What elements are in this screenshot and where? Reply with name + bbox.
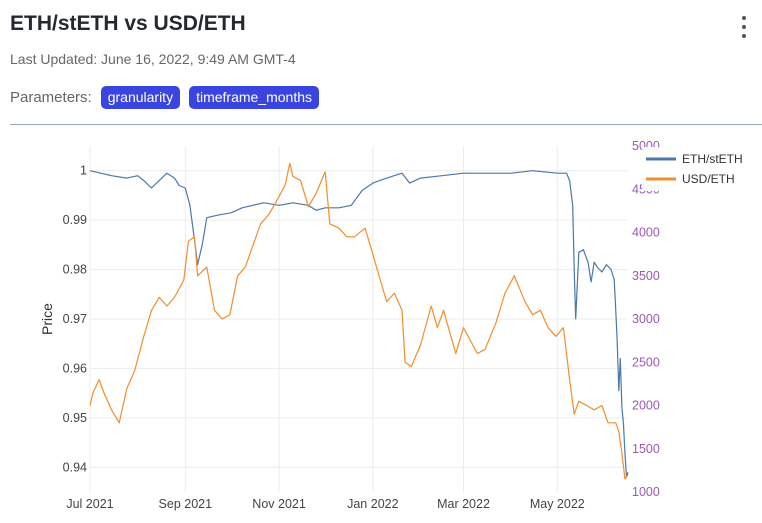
param-chip-granularity[interactable]: granularity xyxy=(100,86,181,109)
last-updated-text: Last Updated: June 16, 2022, 9:49 AM GMT… xyxy=(10,51,296,67)
kebab-menu-icon[interactable] xyxy=(736,14,752,40)
y2-tick-label: 4000 xyxy=(632,226,660,240)
chart-grid xyxy=(89,146,628,492)
y-axis-title: Price xyxy=(39,303,55,335)
y-tick-label: 1 xyxy=(80,164,87,178)
series-line-eth-steth xyxy=(89,170,629,478)
y-tick-label: 0.98 xyxy=(63,263,87,277)
series-line-usd-eth xyxy=(89,162,629,480)
legend-background xyxy=(642,147,758,191)
y2-tick-label: 1000 xyxy=(632,485,660,499)
chart-legend: ETH/stETH USD/ETH xyxy=(642,147,758,191)
parameters-row: Parameters: granularity timeframe_months xyxy=(10,86,328,109)
header-divider xyxy=(10,124,762,125)
x-tick-label: Nov 2021 xyxy=(252,497,306,511)
y2-tick-label: 2500 xyxy=(632,355,660,369)
page-title: ETH/stETH vs USD/ETH xyxy=(10,12,246,35)
parameters-label: Parameters: xyxy=(10,89,92,106)
legend-label-usd-eth: USD/ETH xyxy=(682,172,735,186)
y-tick-label: 0.97 xyxy=(63,312,87,326)
x-tick-label: Jan 2022 xyxy=(347,497,398,511)
chart-series xyxy=(89,162,629,480)
y-tick-label: 0.99 xyxy=(63,213,87,227)
x-tick-label: Mar 2022 xyxy=(437,497,490,511)
x-tick-label: Jul 2021 xyxy=(66,497,113,511)
line-chart: 1 0.99 0.98 0.97 0.96 0.95 0.94 Jul 2021 Sep 202… xyxy=(39,139,758,511)
param-chip-timeframe-months[interactable]: timeframe_months xyxy=(189,86,320,109)
y-tick-label: 0.94 xyxy=(63,460,87,474)
y2-tick-label: 1500 xyxy=(632,442,660,456)
y2-tick-label: 2000 xyxy=(632,399,660,413)
y-tick-label: 0.96 xyxy=(63,361,87,375)
x-tick-label: May 2022 xyxy=(530,497,585,511)
y2-tick-label: 3000 xyxy=(632,312,660,326)
y-tick-label: 0.95 xyxy=(63,411,87,425)
legend-label-eth-steth: ETH/stETH xyxy=(682,152,743,166)
chart-axes: 1 0.99 0.98 0.97 0.96 0.95 0.94 Jul 2021 Sep 202… xyxy=(39,139,660,511)
y2-tick-label: 3500 xyxy=(632,269,660,283)
x-tick-label: Sep 2021 xyxy=(159,497,213,511)
